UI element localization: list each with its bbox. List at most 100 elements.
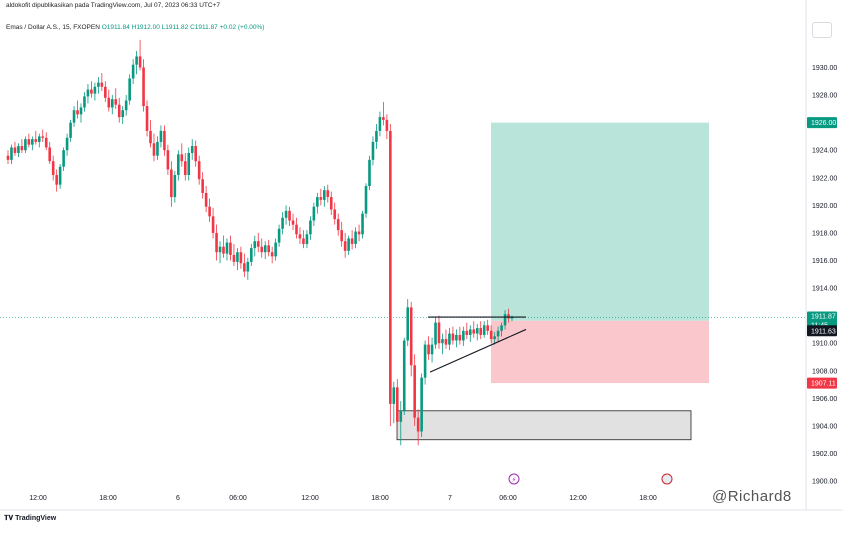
candle-body [448,333,451,345]
us-flag-event-icon [661,473,673,485]
candle-body [128,78,131,101]
candle-body [27,139,31,145]
candle-body [20,146,24,151]
candle-body [142,67,145,107]
tradingview-logo: 𝐓𝐕 TradingView [4,515,57,522]
stop-zone [491,320,709,384]
candle-body [197,161,201,180]
candle-body [114,99,118,105]
candle-body [204,192,208,207]
support-trendline [429,328,527,373]
candle-body [357,231,361,235]
x-tick-label: 18:00 [99,495,117,502]
y-tick-label: 1906.00 [812,396,837,403]
candle-body [65,137,69,151]
candle-body [298,234,302,239]
candle-body [183,161,187,176]
candle-body [288,210,291,221]
y-tick-label: 1914.00 [812,286,837,293]
candle-body [309,220,312,235]
candle-body [121,110,125,118]
candle-body [361,213,364,235]
candle-body [385,119,389,131]
candle-body [187,152,191,176]
candle-body [58,166,62,185]
candle-body [90,89,93,94]
candle-body [100,82,104,87]
time-axis[interactable]: 12:00 18:00 6 06:00 12:00 18:00 7 06:00 12:00 18:… [29,495,657,502]
candle-body [392,387,396,404]
candle-body [246,261,250,272]
candle-body [312,206,316,221]
candle-body [409,307,413,366]
candle-body [493,336,496,340]
stop-price-label: 1907.11 [811,381,836,388]
candle-body [455,334,458,341]
candle-body [37,136,41,142]
candle-body [364,186,368,214]
chart-settings-button[interactable] [812,22,832,38]
candle-body [124,100,128,111]
position-zones [0,122,806,441]
candle-body [368,159,371,187]
candle-body [170,169,173,198]
candle-body [41,136,45,138]
ohlc-low: L1911.82 [161,24,189,31]
candle-body [284,210,288,218]
candle-body [472,329,476,334]
candle-body [194,146,197,162]
candle-body [451,333,455,341]
candle-body [173,175,177,198]
candle-body [145,106,149,131]
candle-body [500,325,503,331]
candle-body [117,104,121,118]
x-tick-label: 06:00 [229,495,247,502]
candle-body [444,339,448,345]
candle-body [503,314,507,326]
stop-price-label-bg [807,377,837,389]
lightning-glyph: ⚡ [512,476,517,484]
candle-body [507,314,510,319]
candle-body [256,241,260,247]
candle-body [97,82,100,87]
x-tick-label: 06:00 [499,495,517,502]
watermark: @Richard8 [712,488,792,505]
candle-body [510,317,514,319]
candle-body [13,147,17,153]
y-tick-label: 1908.00 [812,368,837,375]
candle-body [180,154,184,162]
y-tick-label: 1900.00 [812,479,837,486]
candle-body [399,410,403,422]
candles [6,39,514,446]
target-zone [491,122,709,321]
x-tick-label: 7 [448,495,452,502]
trendline-drawings [428,316,527,373]
candle-body [229,242,232,255]
candle-body [260,246,264,253]
candle-body [163,130,166,151]
candle-body [462,330,465,341]
candle-body [24,139,27,151]
candle-body [48,147,52,162]
candle-body [215,232,218,253]
x-tick-label: 12:00 [569,495,587,502]
candle-body [479,328,483,335]
target-price-label: 1926.00 [811,120,836,127]
candle-body [104,86,107,98]
candle-body [333,209,337,220]
candle-body [343,241,347,251]
grid-lines [0,0,843,511]
ohlc-open: O1911.84 [101,24,130,31]
event-markers[interactable]: ⚡ [508,473,673,485]
target-price-label-bg [807,117,837,129]
symbol-name[interactable]: Emas / Dollar A.S., 15, FXOPEN [6,24,100,31]
candle-body [138,56,142,68]
candle-body [486,325,489,331]
y-tick-label: 1928.00 [812,93,837,100]
candle-body [31,139,34,145]
candle-body [131,64,135,79]
candle-body [329,197,333,210]
ohlc-high: H1912.00 [131,24,160,31]
